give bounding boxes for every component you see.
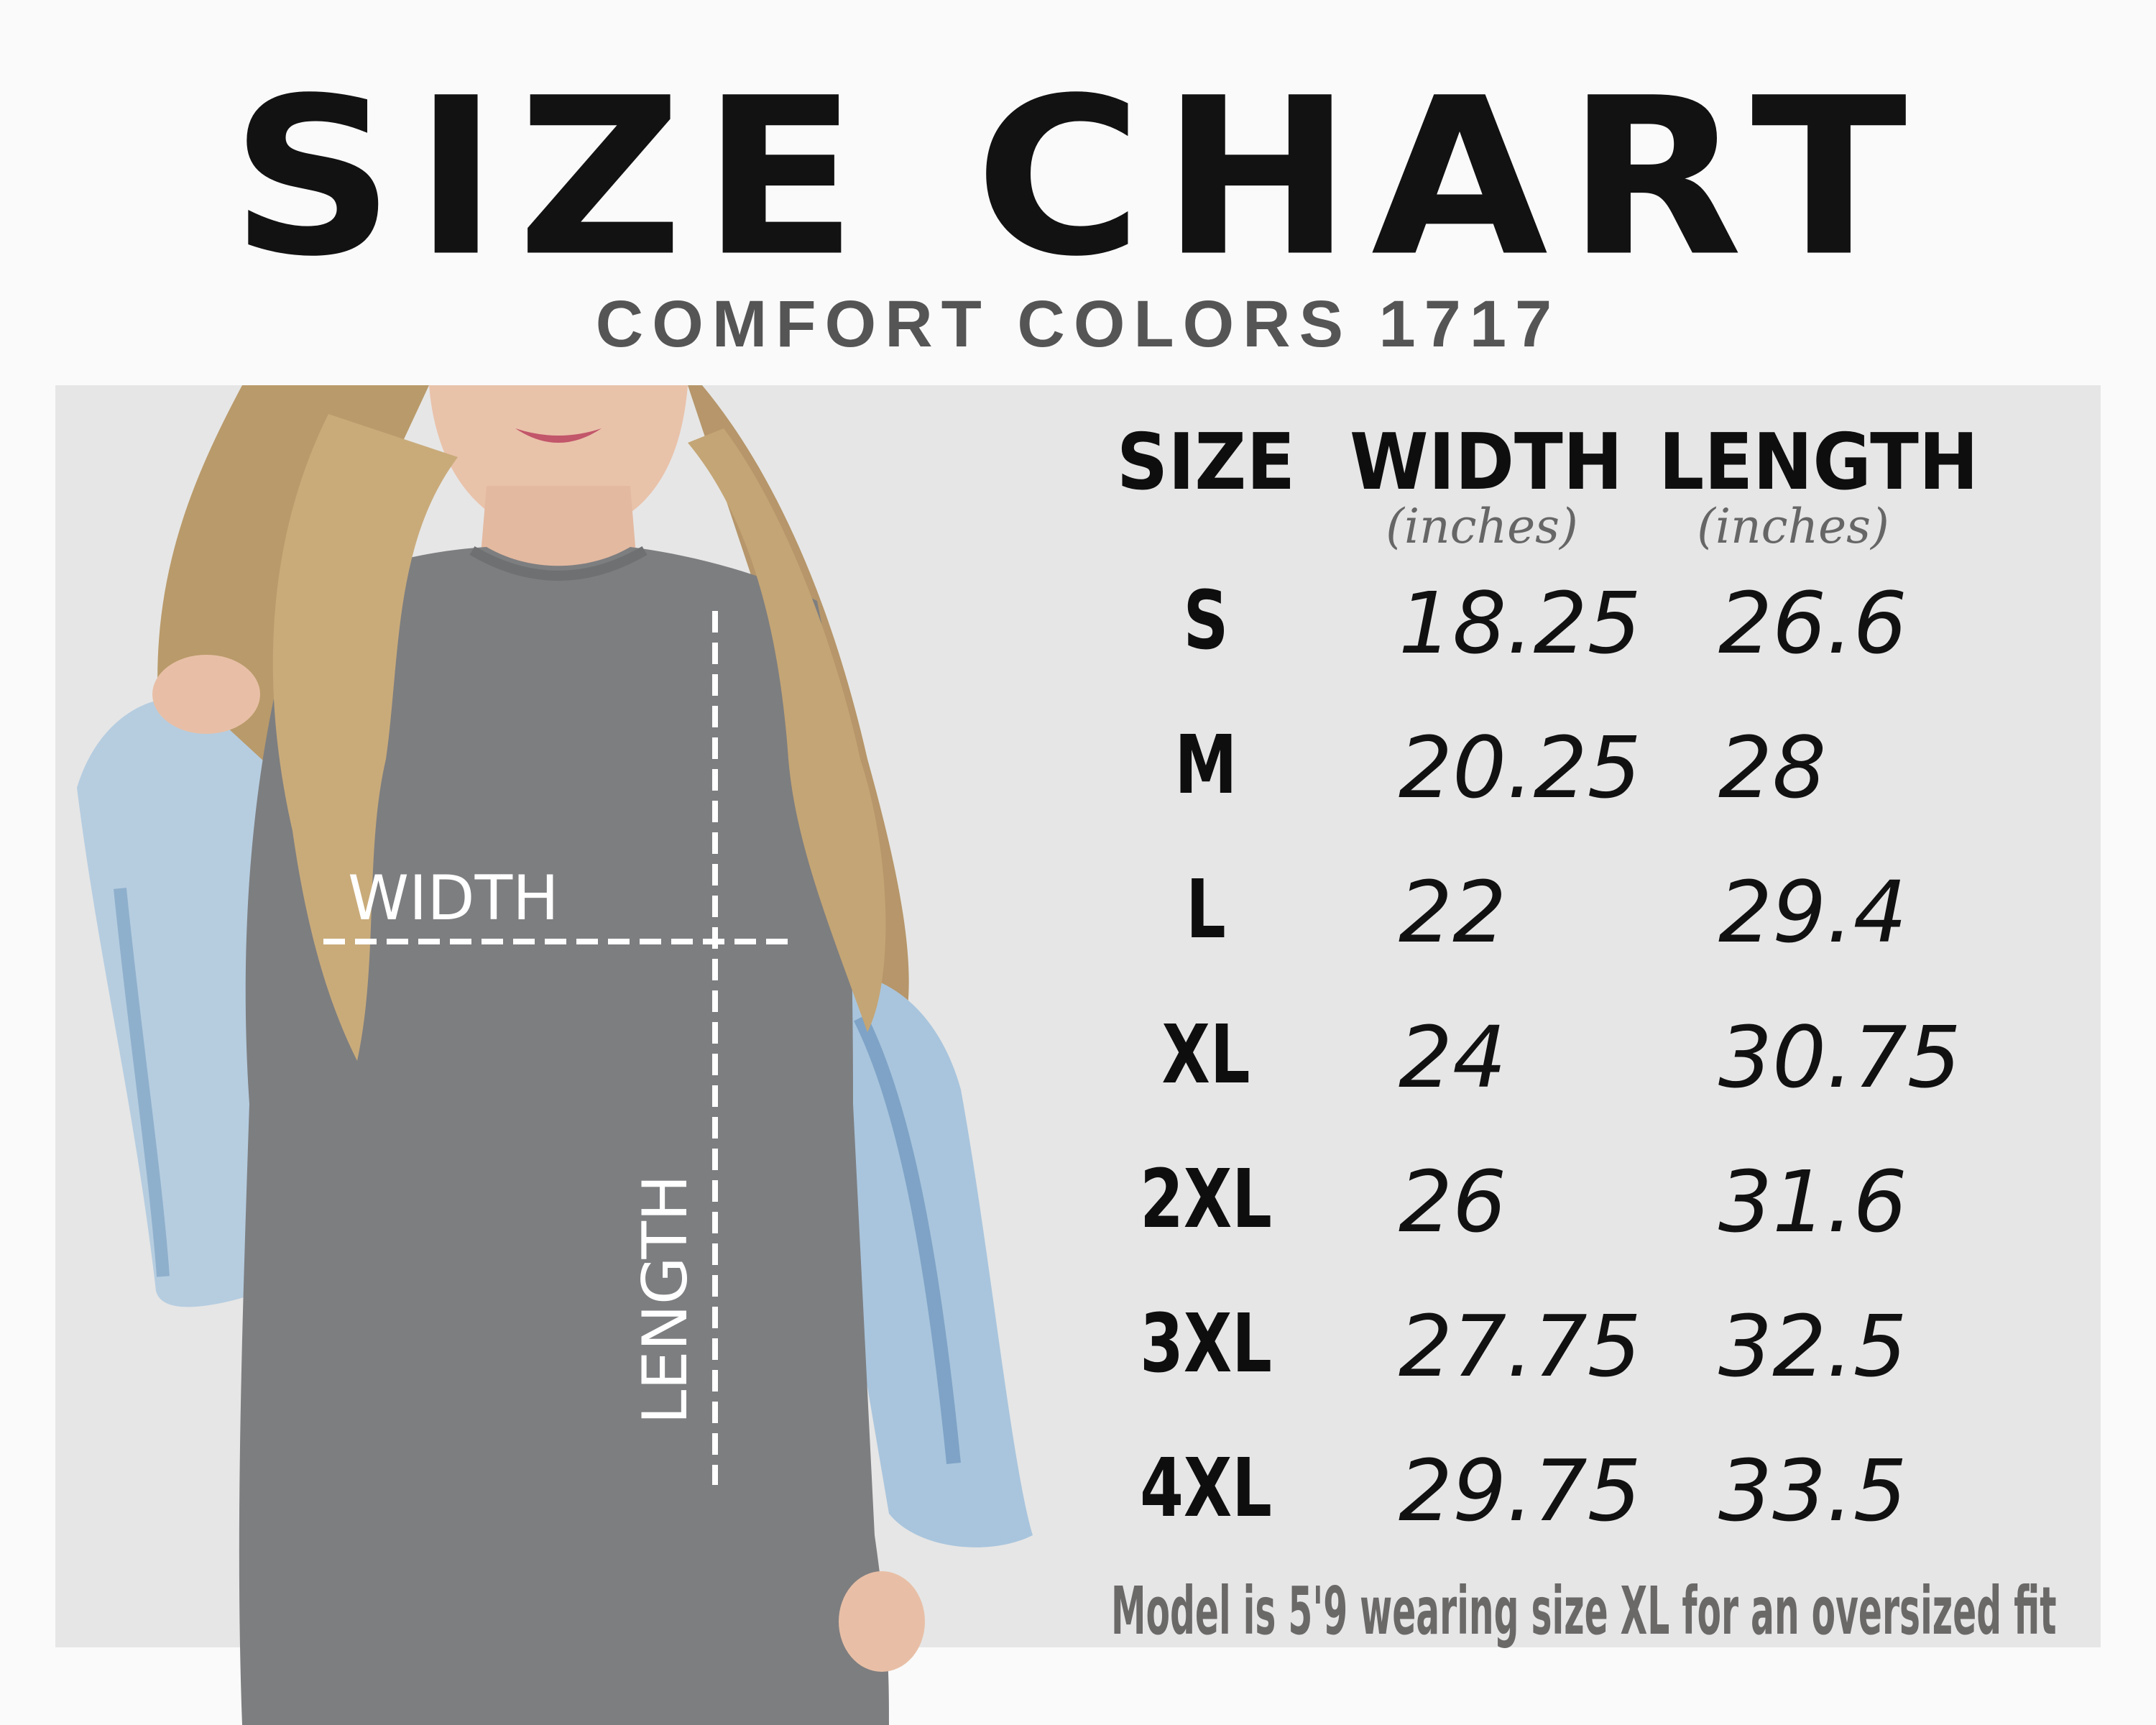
size-cell: 3XL — [1140, 1297, 1272, 1391]
width-cell: 29.75 — [1399, 1441, 1641, 1540]
width-cell: 26 — [1399, 1152, 1507, 1251]
length-cell: 29.4 — [1718, 862, 1907, 962]
page-title: SIZE CHART — [230, 51, 1926, 304]
length-cell: 32.5 — [1718, 1297, 1907, 1396]
length-cell: 30.75 — [1718, 1008, 1961, 1107]
length-cell: 33.5 — [1718, 1441, 1907, 1540]
model-note: Model is 5'9 wearing size XL for an over… — [1111, 1573, 2057, 1650]
width-cell: 22 — [1399, 862, 1507, 962]
header-width: WIDTH — [1350, 418, 1623, 507]
length-measure-label: LENGTH — [630, 1174, 701, 1425]
width-cell: 20.25 — [1399, 718, 1641, 817]
size-cell: 4XL — [1140, 1442, 1272, 1535]
width-unit: (inches) — [1386, 499, 1578, 554]
width-cell: 24 — [1399, 1008, 1507, 1107]
length-unit: (inches) — [1697, 499, 1889, 554]
header-size: SIZE — [1116, 418, 1296, 507]
size-cell: M — [1174, 719, 1238, 812]
size-cell: S — [1183, 574, 1229, 668]
width-cell: 27.75 — [1399, 1297, 1641, 1396]
length-cell: 28 — [1718, 718, 1827, 817]
page-subtitle: COMFORT COLORS 1717 — [595, 288, 1561, 361]
length-cell: 26.6 — [1718, 574, 1907, 673]
length-cell: 31.6 — [1718, 1152, 1907, 1251]
width-measure-label: WIDTH — [348, 862, 559, 934]
width-cell: 18.25 — [1399, 574, 1641, 673]
size-cell: 2XL — [1140, 1153, 1272, 1246]
model-photo — [77, 385, 1033, 1725]
size-cell: XL — [1161, 1008, 1250, 1102]
size-cell: L — [1186, 863, 1226, 957]
header-length: LENGTH — [1659, 418, 1979, 507]
